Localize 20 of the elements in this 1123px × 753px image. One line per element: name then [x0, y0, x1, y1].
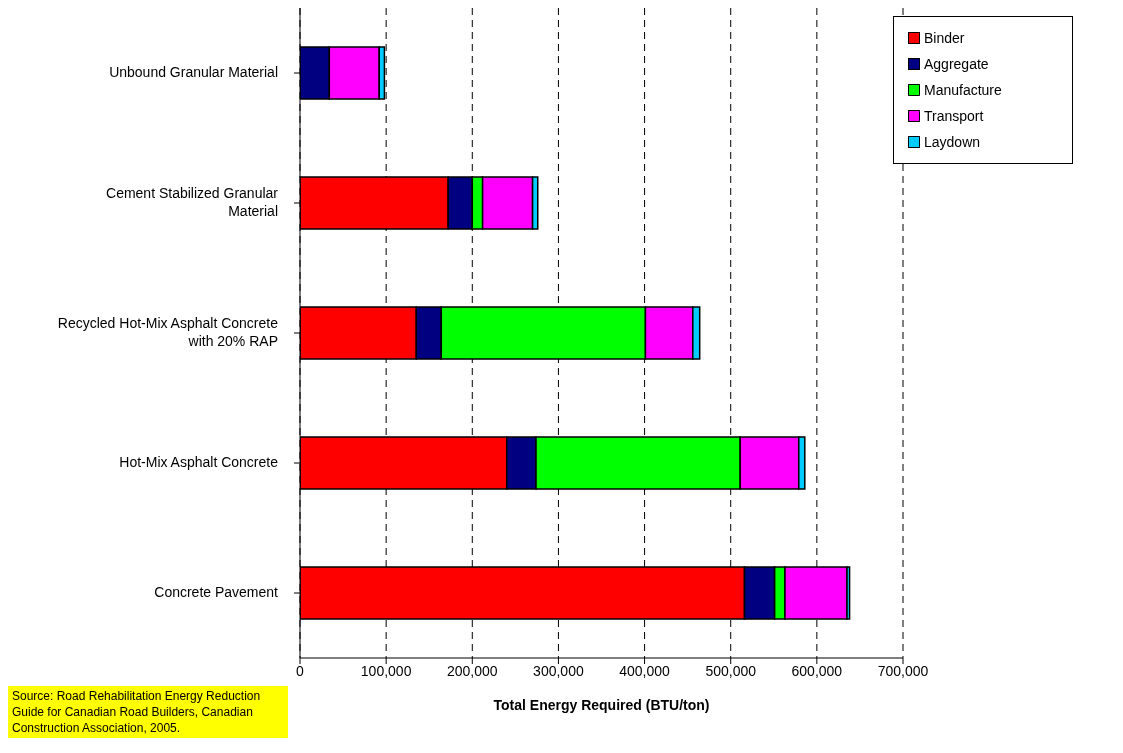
y-tick-label: Concrete Pavement — [154, 583, 279, 600]
y-tick-label: Unbound Granular Material — [109, 63, 278, 80]
legend-label: Aggregate — [924, 56, 989, 72]
x-tick-label: 500,000 — [705, 662, 757, 679]
legend-label: Manufacture — [924, 82, 1002, 98]
x-tick-label: 700,000 — [877, 662, 929, 679]
x-axis-title: Total Energy Required (BTU/ton) — [493, 697, 710, 713]
legend-label: Binder — [924, 30, 965, 46]
x-tick-label: 400,000 — [619, 662, 671, 679]
x-tick-label: 600,000 — [791, 662, 843, 679]
y-tick-label: Recycled Hot-Mix Asphalt Concrete with 20% RAP — [57, 314, 279, 349]
x-tick-label: 0 — [296, 662, 305, 679]
source-note: Source: Road Rehabilitation Energy Reduction Guide for Canadian Road Builders, Canadian Construction Association, 2005. — [8, 686, 288, 738]
x-tick-label: 300,000 — [533, 662, 584, 679]
y-tick-label: Hot-Mix Asphalt Concrete — [119, 453, 279, 470]
y-tick-label: Cement Stabilized Granular Material — [106, 184, 279, 219]
legend-label: Transport — [924, 108, 984, 124]
legend-label: Laydown — [924, 134, 981, 150]
x-tick-label: 200,000 — [446, 662, 498, 679]
x-tick-label: 100,000 — [360, 662, 412, 679]
